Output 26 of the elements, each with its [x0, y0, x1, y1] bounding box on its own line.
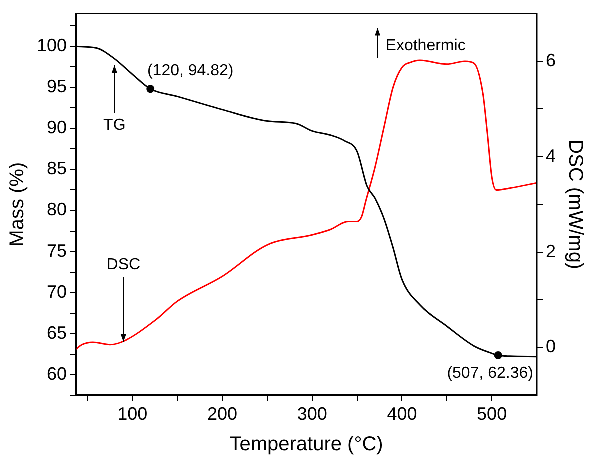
x-tick-label: 500	[477, 404, 508, 424]
y-tick-label: 90	[47, 118, 68, 138]
y-tick-label: 85	[47, 158, 68, 179]
annotation: TG	[104, 116, 126, 134]
annotation: DSC	[106, 256, 141, 274]
annotation: (120, 94.82)	[147, 62, 234, 80]
y-tick-label: 70	[47, 282, 68, 302]
y-tick-label: 65	[47, 322, 68, 343]
x-tick-label: 100	[118, 404, 148, 424]
y-tick-label: 95	[47, 76, 68, 97]
y-tick-label: 75	[47, 240, 68, 261]
y2-tick-label: 6	[546, 50, 556, 70]
x-tick-label: 300	[297, 404, 328, 424]
y2-axis-title: DSC (mW/mg)	[564, 140, 586, 270]
annotation: Exothermic	[386, 38, 466, 55]
y2-tick-label: 0	[546, 336, 556, 357]
y2-tick-label: 2	[546, 241, 556, 262]
x-tick-label: 400	[387, 404, 418, 424]
annotation: (507, 62.36)	[447, 364, 534, 382]
y-tick-label: 80	[47, 200, 68, 220]
x-axis-title: Temperature (°C)	[230, 434, 384, 456]
y-tick-label: 100	[36, 36, 68, 56]
x-tick-label: 200	[207, 404, 238, 424]
y-axis-title: Mass (%)	[6, 162, 29, 247]
y2-tick-label: 4	[546, 146, 556, 166]
y-tick-label: 60	[47, 364, 68, 384]
